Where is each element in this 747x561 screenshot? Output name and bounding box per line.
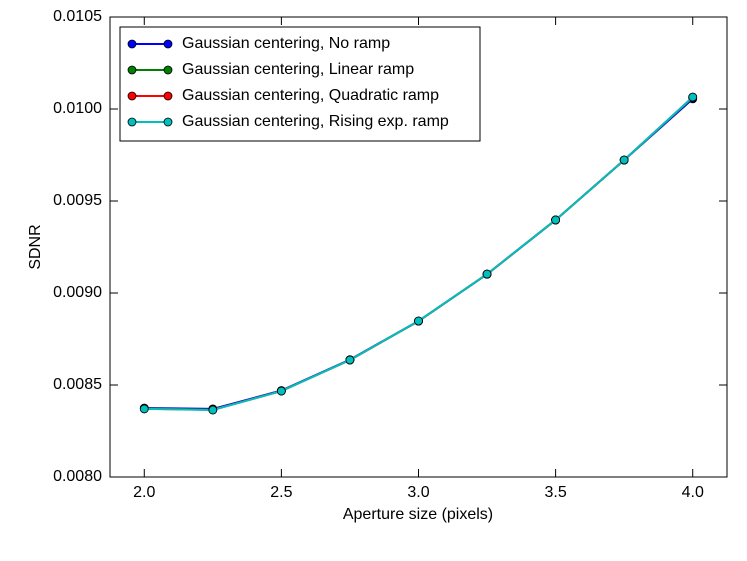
legend-marker bbox=[163, 39, 173, 49]
x-tick-label: 3.5 bbox=[544, 484, 566, 501]
y-tick-label: 0.0080 bbox=[53, 468, 102, 485]
y-axis-label: SDNR bbox=[27, 224, 44, 269]
x-tick-label: 4.0 bbox=[682, 484, 704, 501]
legend-label: Gaussian centering, Rising exp. ramp bbox=[182, 113, 449, 130]
data-point bbox=[688, 92, 698, 102]
data-point bbox=[208, 405, 218, 415]
data-point bbox=[139, 404, 149, 414]
x-tick-label: 3.0 bbox=[407, 484, 429, 501]
legend-label: Gaussian centering, Linear ramp bbox=[182, 61, 414, 78]
legend-label: Gaussian centering, Quadratic ramp bbox=[182, 87, 439, 104]
x-axis-label: Aperture size (pixels) bbox=[343, 506, 493, 523]
legend-marker bbox=[163, 117, 173, 127]
legend-marker bbox=[127, 117, 137, 127]
legend-marker bbox=[127, 91, 137, 101]
data-point bbox=[414, 316, 423, 326]
y-tick-label: 0.0095 bbox=[53, 192, 102, 209]
data-point bbox=[345, 355, 355, 365]
y-tick-label: 0.0105 bbox=[53, 8, 102, 25]
data-point bbox=[482, 269, 492, 279]
series-line bbox=[144, 96, 694, 411]
series-line bbox=[144, 98, 694, 410]
x-tick-label: 2.0 bbox=[133, 484, 155, 501]
y-tick-label: 0.0090 bbox=[53, 284, 102, 301]
y-tick-label: 0.0100 bbox=[53, 100, 102, 117]
legend-marker bbox=[127, 65, 137, 75]
y-tick-label: 0.0085 bbox=[53, 376, 102, 393]
legend-marker bbox=[127, 39, 137, 49]
legend-marker bbox=[163, 91, 173, 101]
x-tick-label: 2.5 bbox=[270, 484, 292, 501]
legend-marker bbox=[163, 65, 173, 75]
series-line bbox=[144, 96, 694, 411]
legend-label: Gaussian centering, No ramp bbox=[182, 35, 390, 52]
data-point bbox=[551, 215, 561, 225]
data-point bbox=[276, 386, 286, 396]
plot-frame bbox=[109, 16, 728, 478]
legend-box bbox=[119, 26, 481, 142]
series-line bbox=[144, 96, 694, 412]
data-point bbox=[619, 155, 629, 165]
